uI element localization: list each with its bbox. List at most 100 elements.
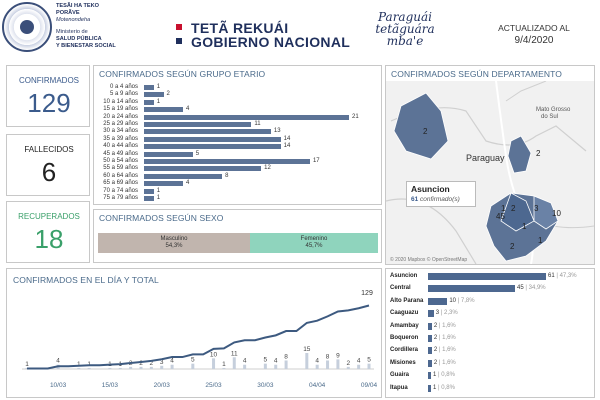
age-group-bar[interactable] [144,188,154,194]
daily-bar[interactable] [336,359,340,369]
department-value: 2 | 1,6% [433,359,456,366]
daily-value-label: 1 [222,361,226,368]
department-name: Cordillera [390,347,419,354]
department-bar[interactable] [428,310,434,318]
deaths-kpi-card: FALLECIDOS 6 [6,134,90,196]
ministry-text-5: SALUD PÚBLICA [56,36,102,42]
department-bar[interactable] [428,372,431,380]
age-group-bar[interactable] [144,144,281,150]
department-bar[interactable] [428,359,432,367]
daily-bar[interactable] [357,364,361,369]
map-value-asuncion-dot: 1 [501,204,506,213]
confirmed-label: CONFIRMADOS [19,76,79,85]
sex-bar-male[interactable]: Masculino 54,3% [98,233,251,253]
age-group-bar[interactable] [144,136,281,142]
daily-value-label: 4 [357,358,361,365]
daily-value-label: 4 [170,358,174,365]
map-panel-title: CONFIRMADOS SEGÚN DEPARTAMENTO [391,69,562,79]
age-group-bar[interactable] [144,129,271,135]
department-bar[interactable] [428,285,516,293]
daily-bar[interactable] [87,367,91,369]
department-name: Caaguazu [390,310,419,317]
age-group-value: 1 [156,84,161,90]
daily-bar[interactable] [108,367,112,369]
daily-bar[interactable] [326,360,330,369]
department-amambay[interactable] [507,135,532,174]
age-group-value: 21 [352,113,359,120]
daily-bar[interactable] [160,365,164,369]
ministry-seal-logo [2,2,52,52]
daily-bar[interactable] [170,364,174,369]
male-pct: 54,3% [165,243,183,249]
sex-bar-female[interactable]: Femenino 45,7% [250,233,378,253]
daily-bar[interactable] [274,364,278,369]
gov-title-guarani: TETÃ REKUÁI [191,20,289,36]
daily-bar[interactable] [346,366,350,369]
daily-bar[interactable] [232,357,236,369]
daily-bar[interactable] [118,367,122,369]
age-group-bar[interactable] [144,173,223,179]
daily-bar[interactable] [149,366,153,369]
ministry-text-6: Y BIENESTAR SOCIAL [56,43,116,49]
map-region-label-1: Mato Grosso [536,107,571,113]
map-region-label-2: do Sul [541,114,558,120]
daily-bar[interactable] [222,367,226,369]
age-panel-title: CONFIRMADOS SEGÚN GRUPO ETARIO [99,69,266,79]
daily-bar[interactable] [212,358,216,369]
department-bar[interactable] [428,347,432,355]
daily-bar[interactable] [77,367,81,369]
age-group-bar[interactable] [144,107,184,113]
department-bar[interactable] [428,335,432,342]
x-tick-label: 30/03 [257,382,274,389]
department-map[interactable]: 2 2 45 2 3 10 1 2 1 1 Paraguay Mato Gros… [386,81,594,264]
daily-bar[interactable] [315,364,319,369]
age-group-bar[interactable] [144,114,349,120]
x-tick-label: 20/03 [154,382,171,389]
age-group-bar[interactable] [144,92,164,98]
department-name: Central [390,285,411,292]
age-group-label: 35 a 39 años [103,135,138,142]
daily-value-label: 5 [264,357,268,364]
department-name: Itapua [390,384,408,391]
department-boqueron[interactable] [393,92,449,160]
daily-bar[interactable] [191,363,195,369]
daily-bar[interactable] [243,364,247,369]
sex-panel: CONFIRMADOS SEGÚN SEXO Masculino 54,3% F… [93,209,382,263]
age-group-bar[interactable] [144,159,310,164]
department-bar[interactable] [428,322,432,330]
age-group-value: 17 [312,158,320,164]
age-group-label: 15 a 19 años [103,106,138,113]
department-name: Guaira [390,372,410,379]
ministry-text-4: Ministerio de [56,29,88,35]
cumulative-line[interactable] [27,304,370,370]
ministry-text-1: TESÃI HA TEKO [56,3,99,9]
daily-bar[interactable] [139,366,143,369]
age-group-bar[interactable] [144,85,154,90]
department-central[interactable] [500,192,535,232]
tooltip-count: 61 [411,196,419,203]
department-bar[interactable] [428,273,546,280]
daily-value-label: 9 [336,352,340,359]
daily-value-label: 10 [210,351,218,358]
department-bar[interactable] [428,384,431,392]
daily-bar[interactable] [129,366,133,369]
daily-bar[interactable] [284,360,288,369]
age-group-bar[interactable] [144,122,252,127]
age-group-bar[interactable] [144,196,154,201]
age-group-value: 1 [156,195,161,201]
daily-value-label: 11 [231,350,238,357]
department-alto-parana[interactable] [533,195,559,230]
age-group-bar[interactable] [144,181,184,187]
department-bar[interactable] [428,297,448,305]
map-value-itapua: 1 [538,236,543,245]
female-pct: 45,7% [305,243,323,249]
age-group-bar[interactable] [144,166,262,172]
age-group-bar[interactable] [144,99,154,105]
daily-bar[interactable] [263,363,267,369]
daily-bar[interactable] [305,353,309,369]
daily-value-label: 15 [303,346,311,353]
age-group-bar[interactable] [144,151,193,157]
age-group-label: 75 a 79 años [103,195,138,201]
age-group-value: 12 [264,165,271,172]
daily-bar[interactable] [367,363,371,369]
